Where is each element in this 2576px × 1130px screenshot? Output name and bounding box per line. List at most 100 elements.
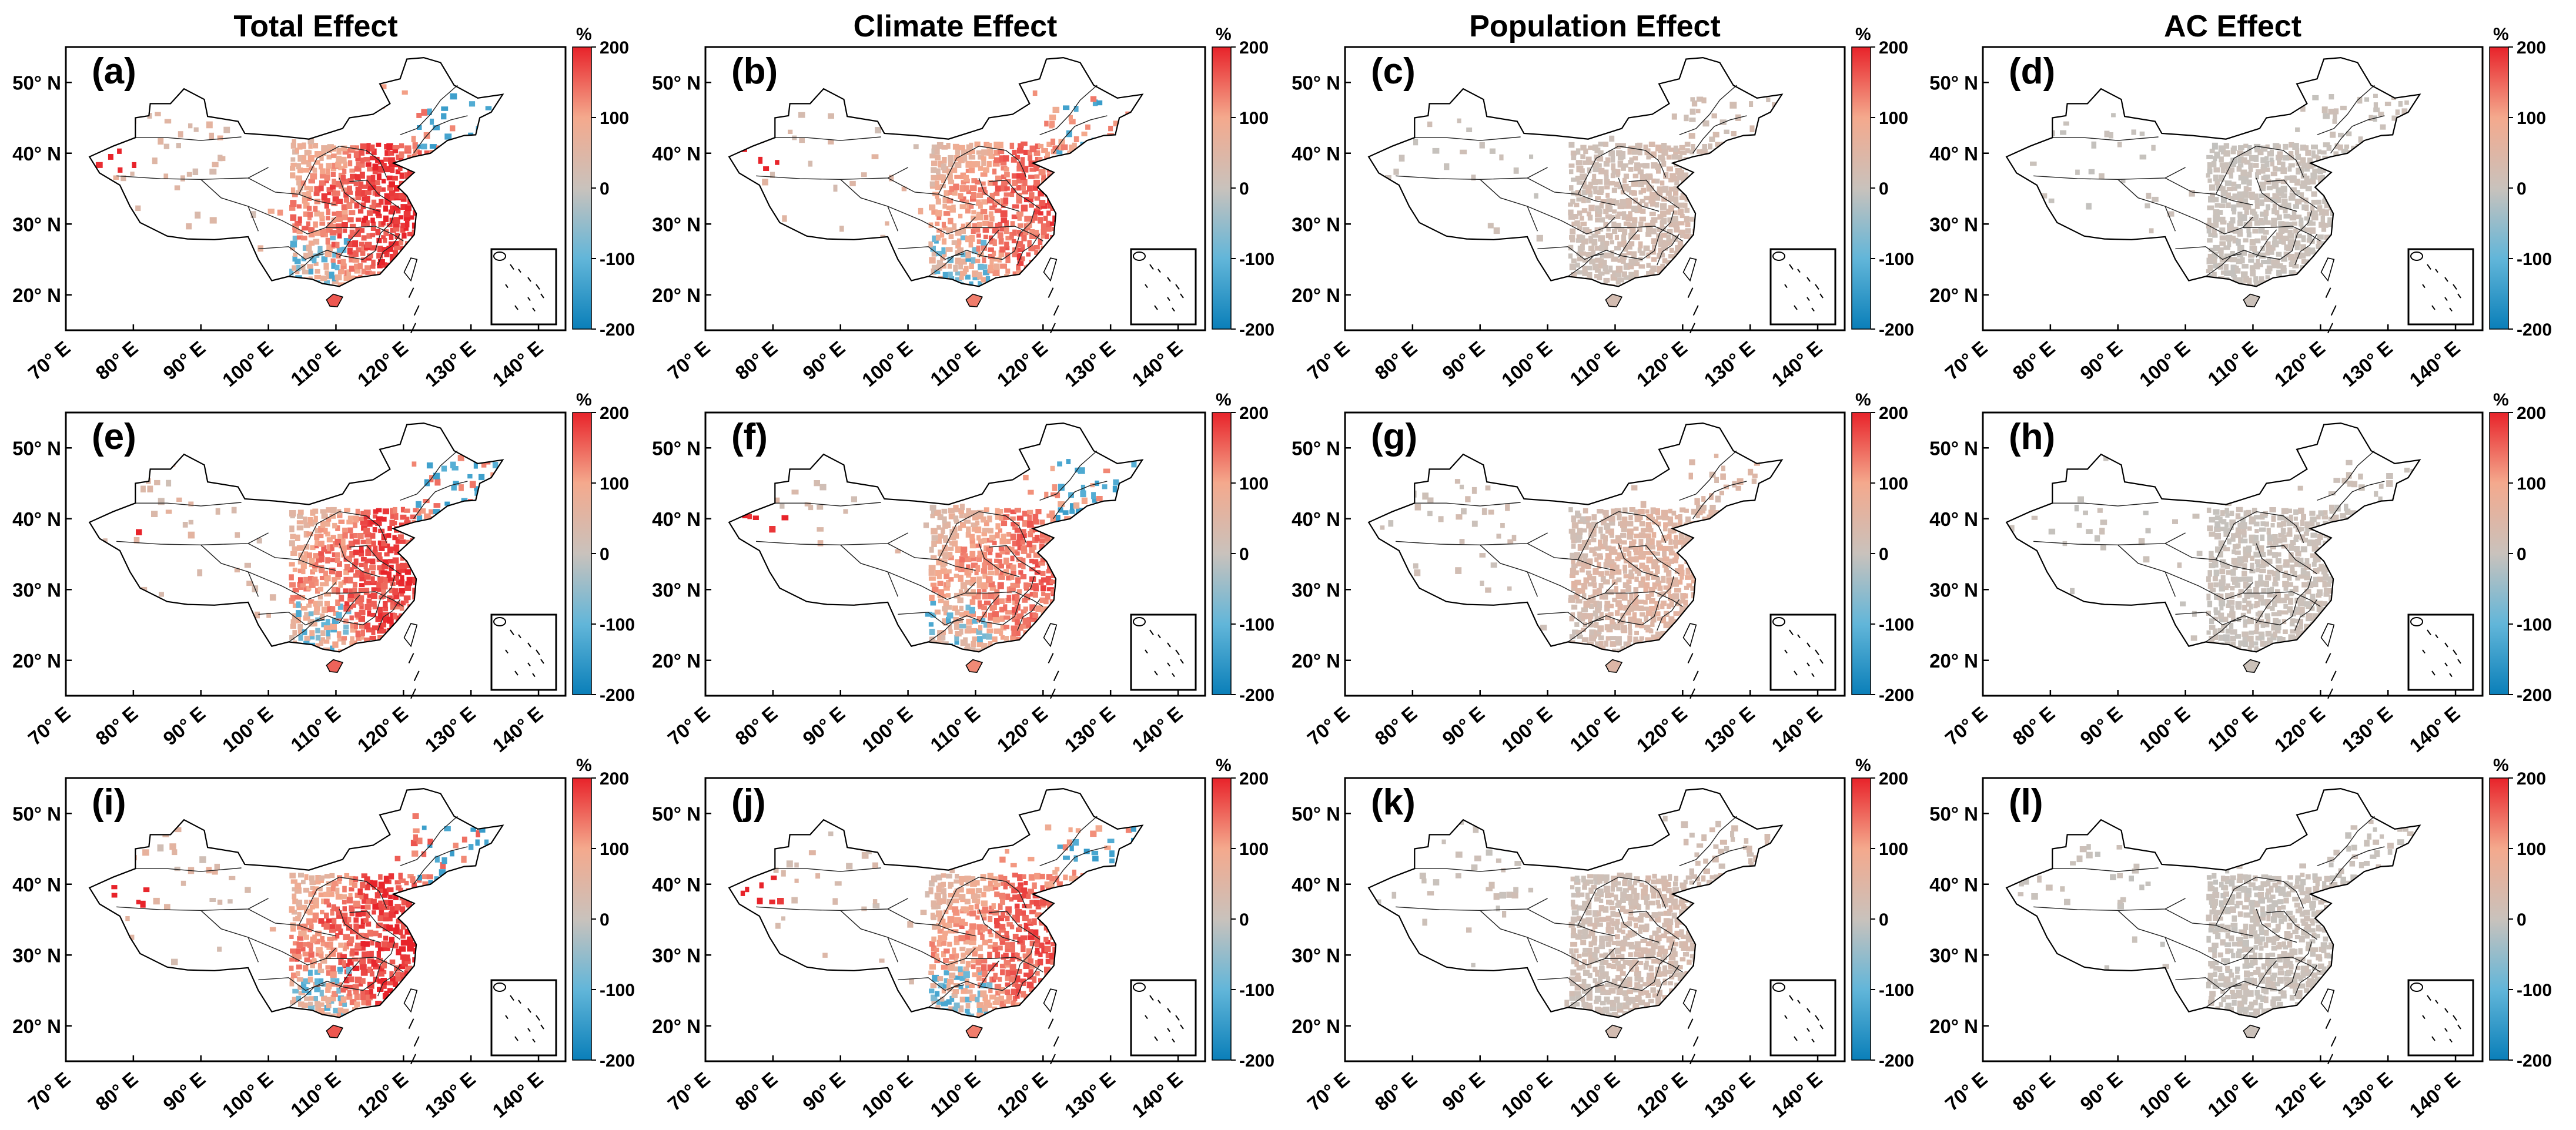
grid-cell [313,610,320,615]
grid-cell [2327,217,2334,223]
grid-cell [341,640,346,645]
grid-cell [409,215,414,220]
grid-cell [343,618,349,624]
grid-cell [2232,193,2240,200]
grid-cell [1597,150,1604,155]
grid-cell [1684,216,1690,223]
grid-cell [1627,244,1632,250]
grid-cell [324,575,331,582]
grid-cell [313,239,320,245]
grid-cell [405,581,413,586]
grid-cell [1012,149,1017,155]
grid-cell [1576,270,1584,275]
grid-cell [1616,150,1622,156]
grid-cell [176,143,181,149]
grid-cell [931,252,937,257]
grid-cell [2243,198,2249,203]
grid-cell [871,154,879,159]
grid-cell [2296,167,2300,175]
grid-cell [1655,145,1662,152]
hainan-island [1605,293,1623,308]
grid-cell [355,191,362,196]
grid-cell [1588,160,1595,165]
grid-cell [2229,167,2235,173]
grid-cell [1034,250,1039,255]
grid-cell [390,603,396,610]
grid-cell [313,221,318,228]
grid-cell [952,189,958,196]
grid-cell [992,168,997,175]
grid-cell [1586,197,1591,203]
grid-cell [2269,149,2274,157]
grid-cell [1690,149,1695,155]
grid-cell [369,155,376,160]
grid-cell [2248,258,2254,263]
colorbar-tick-label: 200 [1239,38,1269,58]
grid-cell [347,178,354,184]
grid-cell [2253,251,2259,257]
province-boundary [1567,253,1604,277]
grid-cell [1690,97,1695,102]
y-tick-label: 20° N [652,284,701,306]
grid-cell [1667,217,1674,223]
grid-cell [1666,155,1672,160]
grid-cell [2246,187,2252,192]
grid-cell [1039,200,1046,206]
inset-dash [536,284,540,290]
grid-cell [1056,149,1063,155]
grid-cell [359,562,364,568]
grid-cell [308,599,315,604]
grid-cell [2207,168,2213,175]
colorbar-tick-label: 0 [1879,179,1889,199]
grid-cell [2281,237,2286,245]
south-china-sea-inset [1130,248,1197,326]
grid-cell [2145,203,2150,209]
grid-cell [1614,234,1619,240]
grid-cell [1644,222,1652,227]
grid-cell [2254,220,2260,226]
grid-cell [1587,214,1593,221]
grid-cell [1749,101,1754,107]
grid-cell [357,209,364,214]
grid-cell [450,125,456,132]
column-title: Population Effect [1469,9,1721,43]
grid-cell [383,215,389,222]
grid-cell [1032,185,1038,191]
grid-cell [993,257,999,262]
grid-cell [980,209,988,214]
grid-cell [999,226,1006,232]
grid-cell [306,160,312,167]
grid-cell [1638,222,1644,227]
grid-cell [360,571,364,577]
grid-cell [360,157,365,164]
grid-cell [346,609,352,615]
grid-cell [976,212,983,216]
grid-cell [1674,227,1680,233]
grid-cell [302,142,306,149]
grid-cell [308,611,314,616]
grid-cell [2322,199,2327,204]
grid-cell [1038,190,1044,197]
grid-cell [2293,228,2299,234]
grid-cell [2295,214,2302,220]
grid-cell [2167,211,2174,217]
grid-cell [2333,113,2337,119]
grid-cell [1499,154,1504,160]
grid-cell [384,166,390,173]
x-tick-label: 140° E [1768,337,1826,391]
grid-cell [306,603,312,608]
grid-cell [320,229,326,236]
grid-cell [1576,234,1583,239]
grid-cell [1051,138,1056,145]
grid-cell [960,235,967,240]
grid-cell [2334,143,2340,149]
grid-cell [367,610,372,617]
grid-cell [1052,145,1059,150]
grid-cell [370,245,377,251]
grid-cell [2276,252,2282,257]
grid-cell [387,617,394,624]
grid-cell [1005,236,1012,241]
grid-cell [366,143,371,149]
grid-cell [959,275,964,280]
